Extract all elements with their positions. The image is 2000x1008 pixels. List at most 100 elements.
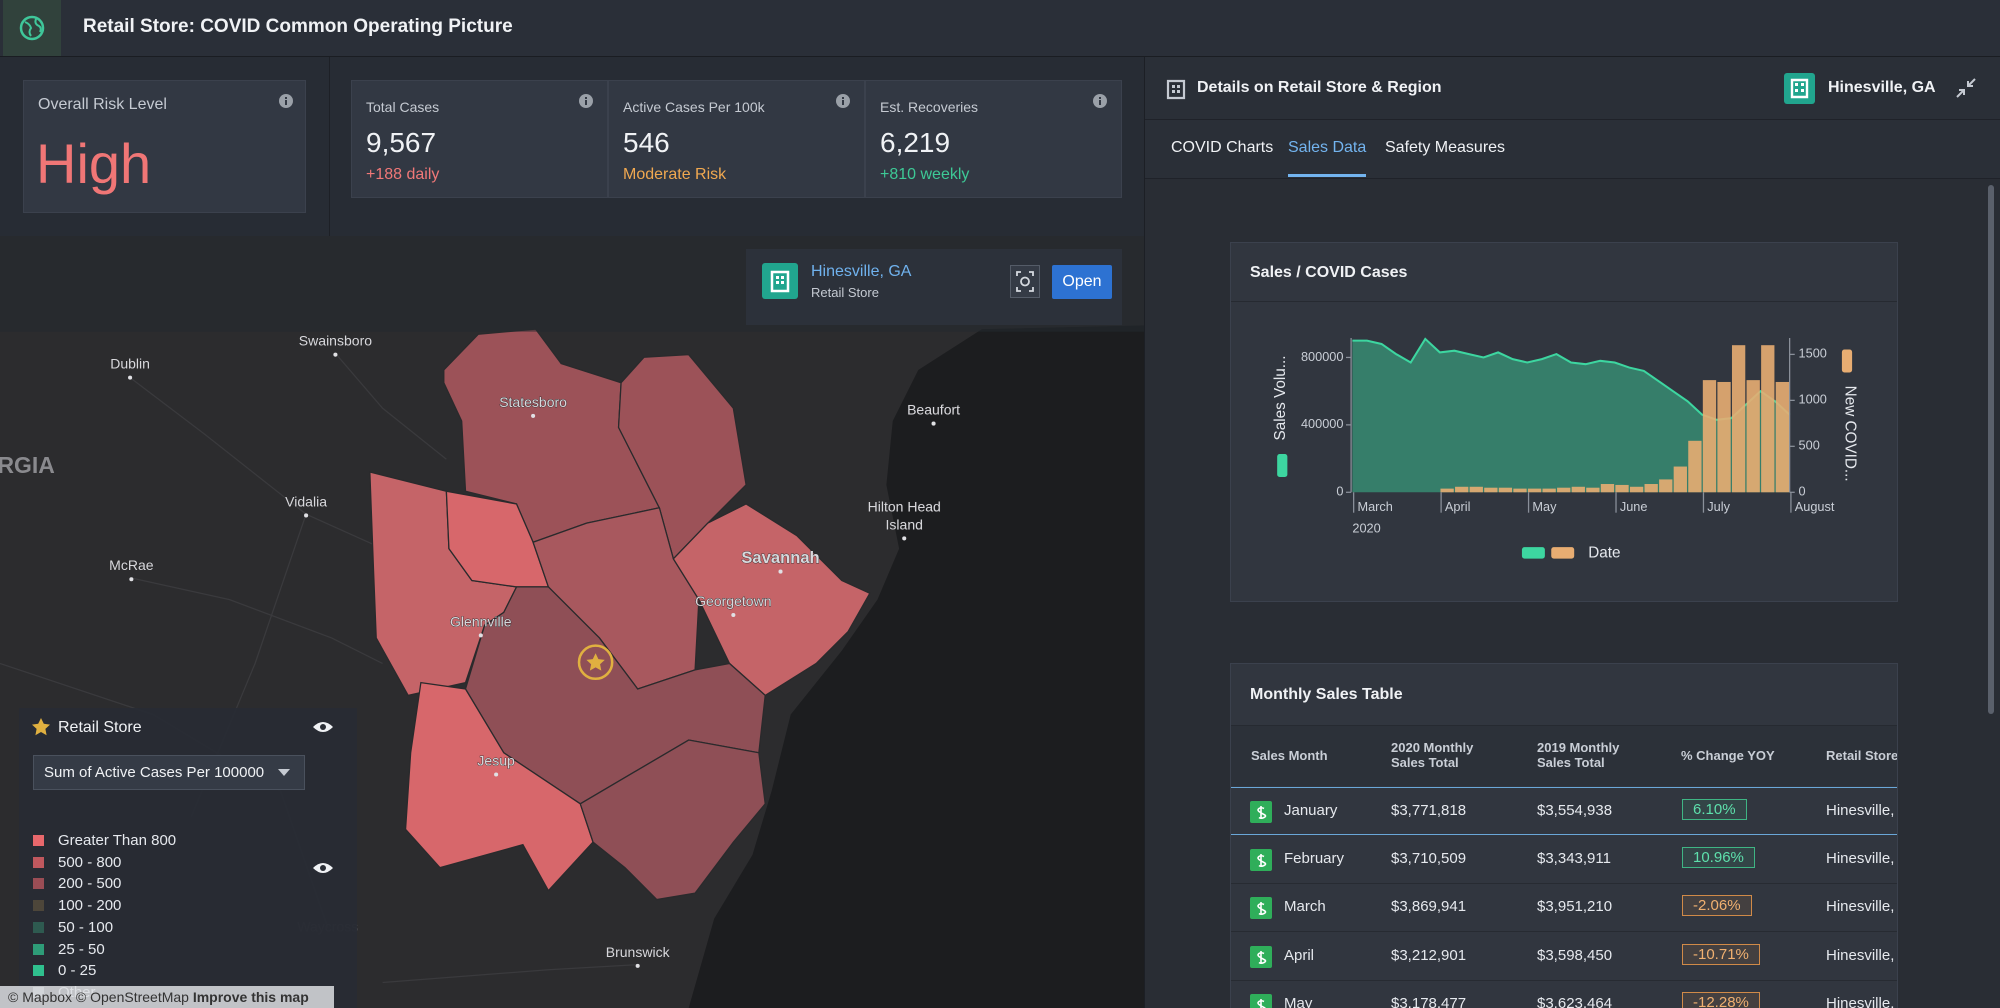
place-label: Vidalia [285,493,327,509]
table-cell: $3,598,450 [1537,946,1613,964]
place-dot [731,612,736,618]
column-header: Sales Month [1251,748,1328,763]
place-dot [129,577,134,582]
place-label: Georgetown [695,593,771,609]
y-axis-label: Sales Volu... [1272,355,1289,440]
visibility-toggle[interactable] [312,720,334,734]
app-icon[interactable] [3,0,61,56]
map[interactable]: Swainsboro Dublin RGIA Statesboro Beaufort Vi… [0,236,1144,1008]
kpi-label: Est. Recoveries [880,99,979,115]
y2-tick-label: 1000 [1799,392,1827,407]
table-row[interactable]: January $3,771,818 $3,554,938 6.10% Hinesvil… [1231,787,1897,835]
table-row[interactable]: February $3,710,509 $3,343,911 10.96% Hinesv… [1231,836,1897,884]
caret-icon [278,769,290,776]
chart: Sales Volu... New COVID... Date 0 400000 8… [1272,337,1859,562]
building-icon [1166,79,1186,100]
kpi-label: Total Cases [366,99,440,115]
attribution-link[interactable]: Improve this map [192,989,309,1005]
y-tick-label: 800000 [1301,349,1344,364]
scrollbar[interactable] [1988,185,1994,714]
icon-glyph [1257,950,1267,964]
table-cell: February [1284,849,1345,867]
counties [369,328,871,901]
legend-label: Greater Than 800 [58,832,177,849]
change-badge: 6.10% [1682,799,1747,820]
risk-label: Overall Risk Level [38,96,167,113]
change-badge: -12.28% [1682,992,1760,1008]
kpi-label: Active Cases Per 100k [623,99,765,115]
place-label: Dublin [110,356,150,372]
bar [1746,380,1760,493]
place-dot [902,536,907,541]
y2-axis-swatch [1841,349,1853,373]
place-label: Island [886,516,923,532]
place-label: Brunswick [606,944,671,960]
legend-swatch [33,900,44,912]
chart-title: Sales / COVID Cases [1250,264,1408,281]
location-icon [1784,73,1815,104]
y2-tick-label: 500 [1799,438,1820,453]
x-year-label: 2020 [1352,521,1380,536]
info-icon[interactable] [1092,93,1108,109]
info-icon[interactable] [835,93,851,109]
icon-glyph [1257,999,1266,1008]
table-cell: April [1284,946,1315,964]
place-dot [478,633,483,638]
table-cell: $3,951,210 [1537,898,1613,915]
x-tick-label: July [1707,499,1730,514]
zoom-button[interactable] [1010,265,1040,298]
collapse-icon[interactable] [1955,77,1977,99]
table-cell: Hinesville, GA [1826,802,1897,819]
bar [1440,488,1454,493]
divider [1231,725,1897,726]
bar [1644,484,1658,493]
place-label: Swainsboro [299,333,372,349]
table-cell: March [1284,898,1326,915]
divider [329,57,330,236]
x-tick-label: August [1795,499,1835,514]
header-bar: Retail Store: COVID Common Operating Pic… [0,0,2000,57]
attribution-text: © Mapbox © OpenStreetMap [8,989,189,1005]
tab[interactable]: COVID Charts [1171,139,1274,156]
info-icon[interactable] [278,93,294,109]
ocean [688,325,1144,1008]
legend-swatch [33,943,44,955]
info-icon[interactable] [578,93,594,109]
store-popup: Hinesville, GA Retail Store Open [746,249,1122,325]
legend-swatch [33,965,44,977]
bar [1600,484,1615,493]
icon-glyph [1257,806,1267,820]
place-dot [333,352,338,357]
kpi-value: 546 [623,127,670,158]
metric-dropdown[interactable]: Sum of Active Cases Per 100000 [33,755,305,790]
bar [1731,345,1746,493]
dollar-icon [1250,994,1272,1008]
star-icon [32,718,50,736]
open-button[interactable]: Open [1052,265,1112,299]
table-row[interactable]: March $3,869,941 $3,951,210 -2.06% Hinesvill… [1231,884,1897,932]
bar [1688,440,1702,493]
bar [1673,466,1687,493]
visibility-toggle[interactable] [312,861,334,875]
table-row[interactable]: April $3,212,901 $3,598,450 -10.71% Hinesvil… [1231,933,1897,981]
popup-title[interactable]: Hinesville, GA [811,263,912,280]
divider [1145,119,2000,120]
change-badge: 10.96% [1682,846,1755,868]
tab[interactable]: Safety Measures [1385,139,1506,156]
popup-subtitle: Retail Store [811,285,879,300]
area-line [1352,337,1791,421]
y-tick-label: 0 [1336,484,1343,499]
location-label: Hinesville, GA [1828,79,1936,96]
place-label: Statesboro [499,394,567,410]
place-label: Glennville [450,613,512,629]
legend-label: 0 - 25 [58,962,97,980]
bar [1615,484,1629,493]
store-marker[interactable] [577,644,614,681]
table-cell: January [1284,802,1338,819]
legend-label: 25 - 50 [58,940,105,958]
y-tick-label: 400000 [1301,416,1344,431]
table-row[interactable]: May $3,178,477 $3,623,464 -12.28% Hinesville… [1231,981,1897,1008]
tab[interactable]: Sales Data [1288,139,1367,156]
x-tick-label: April [1445,499,1470,514]
legend-label: 200 - 500 [58,875,122,893]
